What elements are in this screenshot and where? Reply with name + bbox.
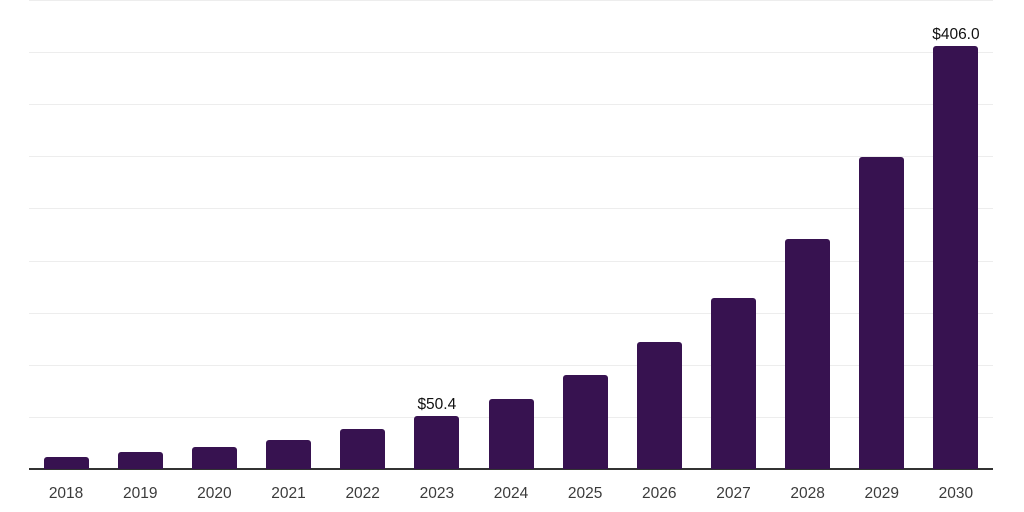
bar-2022[interactable] bbox=[340, 429, 386, 469]
bar-2026[interactable] bbox=[636, 341, 682, 469]
gridline bbox=[29, 52, 993, 54]
gridline bbox=[29, 312, 993, 314]
bar-2023[interactable] bbox=[414, 416, 460, 469]
x-tick-label-2025: 2025 bbox=[567, 485, 603, 502]
bar-2019[interactable] bbox=[117, 452, 163, 469]
x-tick-label-2029: 2029 bbox=[864, 485, 899, 502]
gridline bbox=[29, 260, 993, 262]
bar-value-label-2030: $406.0 bbox=[932, 25, 980, 43]
gridline bbox=[29, 0, 993, 1]
bar-2028[interactable] bbox=[785, 238, 831, 469]
x-tick-label-2018: 2018 bbox=[48, 485, 84, 502]
gridline bbox=[29, 364, 993, 366]
bar-2027[interactable] bbox=[710, 298, 756, 469]
plot-area: $50.4 $406.0 bbox=[29, 0, 993, 470]
bar-2021[interactable] bbox=[266, 439, 312, 469]
bar-2018[interactable] bbox=[43, 456, 89, 469]
x-tick-label-2019: 2019 bbox=[122, 485, 158, 502]
gridline bbox=[29, 104, 993, 106]
x-tick-label-2021: 2021 bbox=[271, 485, 306, 502]
bar-value-label-2023: $50.4 bbox=[417, 396, 457, 414]
x-tick-label-2028: 2028 bbox=[790, 485, 825, 502]
x-tick-label-2023: 2023 bbox=[419, 485, 455, 502]
bar-2030[interactable] bbox=[933, 45, 979, 469]
bar-2024[interactable] bbox=[488, 399, 534, 469]
x-tick-label-2026: 2026 bbox=[642, 485, 677, 502]
x-tick-label-2020: 2020 bbox=[197, 485, 232, 502]
x-tick-label-2027: 2027 bbox=[716, 485, 751, 502]
gridline bbox=[29, 208, 993, 210]
x-tick-label-2030: 2030 bbox=[938, 485, 974, 502]
x-tick-label-2024: 2024 bbox=[493, 485, 529, 502]
bar-2020[interactable] bbox=[191, 447, 237, 469]
bar-2029[interactable] bbox=[859, 157, 905, 469]
x-tick-label-2022: 2022 bbox=[345, 485, 380, 502]
x-axis-line bbox=[29, 468, 993, 470]
gridline bbox=[29, 156, 993, 158]
bar-2025[interactable] bbox=[562, 375, 608, 469]
